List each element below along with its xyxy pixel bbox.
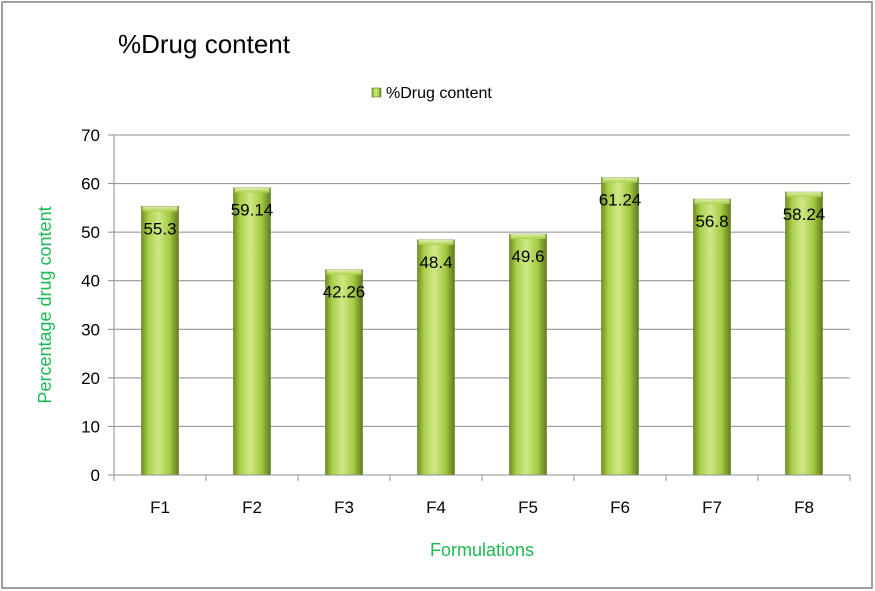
- legend-swatch: [371, 87, 382, 98]
- data-label: 55.3: [143, 219, 176, 238]
- x-tick-label: F8: [794, 498, 814, 517]
- bar-top-highlight: [786, 192, 822, 198]
- y-tick-label: 40: [81, 272, 100, 291]
- y-tick-label: 20: [81, 369, 100, 388]
- legend: %Drug content: [371, 85, 492, 102]
- y-tick-label: 50: [81, 223, 100, 242]
- bar-top-highlight: [602, 177, 638, 183]
- bars: 55.3 59.14 42.26 48.4 49.6 61.24 56.8 58.24: [141, 177, 826, 476]
- bar: [693, 198, 731, 476]
- x-tick-label: F6: [610, 498, 630, 517]
- y-tick-label: 70: [81, 126, 100, 145]
- x-tick-label: F5: [518, 498, 538, 517]
- data-label: 58.24: [783, 205, 826, 224]
- x-tick-label: F1: [150, 498, 170, 517]
- x-tick-label: F7: [702, 498, 722, 517]
- data-label: 61.24: [599, 191, 642, 210]
- chart-title: %Drug content: [118, 29, 291, 59]
- bar-top-highlight: [694, 199, 730, 205]
- data-label: 59.14: [231, 201, 274, 220]
- x-tick-label: F3: [334, 498, 354, 517]
- x-tick-label: F2: [242, 498, 262, 517]
- bar: [417, 239, 455, 476]
- bar: [785, 191, 823, 476]
- legend-label: %Drug content: [386, 85, 492, 102]
- axes: 0 10 20 30 40 50 60 70 F1 F2 F3 F4 F5 F6 F7 F8: [81, 126, 851, 517]
- y-tick-label: 60: [81, 175, 100, 194]
- data-label: 42.26: [323, 283, 366, 302]
- bar: [509, 233, 547, 476]
- y-tick-label: 10: [81, 417, 100, 436]
- y-axis-title: Percentage drug content: [35, 206, 55, 403]
- bar-top-highlight: [142, 206, 178, 212]
- bar-top-highlight: [234, 187, 270, 193]
- data-label: 49.6: [511, 247, 544, 266]
- x-tick-label: F4: [426, 498, 446, 517]
- bar: [141, 206, 179, 476]
- bar-top-highlight: [418, 239, 454, 245]
- bar-top-highlight: [510, 234, 546, 240]
- data-label: 56.8: [695, 212, 728, 231]
- y-tick-label: 30: [81, 320, 100, 339]
- bar: [325, 269, 363, 476]
- y-tick-label: 0: [91, 466, 100, 485]
- bar: [233, 187, 271, 476]
- x-axis-title: Formulations: [430, 540, 534, 560]
- data-label: 48.4: [419, 253, 452, 272]
- bar-top-highlight: [326, 269, 362, 275]
- bar: [601, 177, 639, 476]
